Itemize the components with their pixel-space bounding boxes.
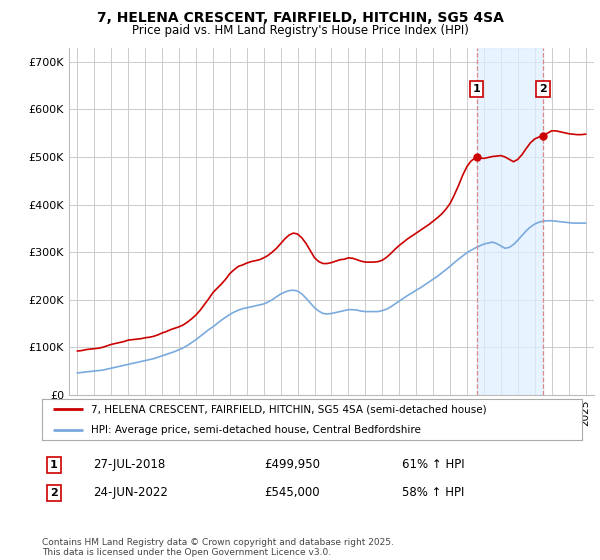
Text: 7, HELENA CRESCENT, FAIRFIELD, HITCHIN, SG5 4SA (semi-detached house): 7, HELENA CRESCENT, FAIRFIELD, HITCHIN, … <box>91 404 486 414</box>
Text: 1: 1 <box>473 84 481 94</box>
Text: Price paid vs. HM Land Registry's House Price Index (HPI): Price paid vs. HM Land Registry's House … <box>131 24 469 36</box>
Text: £545,000: £545,000 <box>264 486 320 500</box>
Text: 2: 2 <box>50 488 58 498</box>
Text: Contains HM Land Registry data © Crown copyright and database right 2025.
This d: Contains HM Land Registry data © Crown c… <box>42 538 394 557</box>
Text: 58% ↑ HPI: 58% ↑ HPI <box>402 486 464 500</box>
Text: 27-JUL-2018: 27-JUL-2018 <box>93 458 165 472</box>
Text: 61% ↑ HPI: 61% ↑ HPI <box>402 458 464 472</box>
Text: 1: 1 <box>50 460 58 470</box>
Text: HPI: Average price, semi-detached house, Central Bedfordshire: HPI: Average price, semi-detached house,… <box>91 424 421 435</box>
Bar <box>477 48 543 395</box>
Text: 7, HELENA CRESCENT, FAIRFIELD, HITCHIN, SG5 4SA: 7, HELENA CRESCENT, FAIRFIELD, HITCHIN, … <box>97 11 503 25</box>
Text: £499,950: £499,950 <box>264 458 320 472</box>
Text: 24-JUN-2022: 24-JUN-2022 <box>93 486 168 500</box>
Text: 2: 2 <box>539 84 547 94</box>
